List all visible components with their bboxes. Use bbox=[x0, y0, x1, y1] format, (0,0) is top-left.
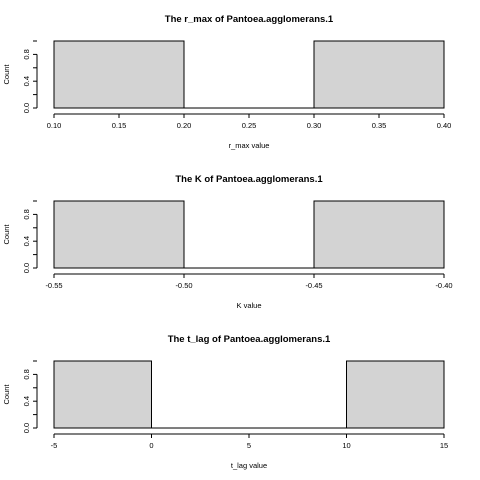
y-tick-label-0-8: 0.8 bbox=[22, 369, 31, 379]
x-tick-label-0-55: -0.55 bbox=[45, 281, 62, 290]
y-tick-label-0-8: 0.8 bbox=[22, 209, 31, 219]
x-tick-label-5: -5 bbox=[51, 441, 58, 450]
histogram-bar bbox=[314, 41, 444, 108]
y-tick-label-0-4: 0.4 bbox=[22, 76, 31, 86]
x-tick-label-0-35: 0.35 bbox=[372, 121, 387, 130]
chart-title: The r_max of Pantoea.agglomerans.1 bbox=[165, 14, 334, 25]
x-tick-label-0-25: 0.25 bbox=[242, 121, 257, 130]
chart-title: The t_lag of Pantoea.agglomerans.1 bbox=[168, 334, 331, 345]
x-tick-label-0-50: -0.50 bbox=[175, 281, 192, 290]
histogram-bar bbox=[314, 201, 444, 268]
histogram-bar bbox=[347, 361, 445, 428]
y-tick-label-0-4: 0.4 bbox=[22, 396, 31, 406]
x-tick-label-0-15: 0.15 bbox=[112, 121, 127, 130]
x-tick-label-10: 10 bbox=[342, 441, 350, 450]
histogram-bar bbox=[54, 361, 152, 428]
chart-title: The K of Pantoea.agglomerans.1 bbox=[175, 174, 323, 185]
x-axis-label: t_lag value bbox=[231, 461, 267, 470]
x-tick-label-0-40: -0.40 bbox=[435, 281, 452, 290]
y-axis-label: Count bbox=[2, 224, 11, 245]
x-axis-label: K value bbox=[236, 301, 261, 310]
x-tick-label-15: 15 bbox=[440, 441, 448, 450]
y-tick-label-0-0: 0.0 bbox=[22, 103, 31, 113]
x-tick-label-0-40: 0.40 bbox=[437, 121, 452, 130]
y-axis-label: Count bbox=[2, 64, 11, 85]
histogram-bar bbox=[54, 41, 184, 108]
x-tick-label-0-20: 0.20 bbox=[177, 121, 192, 130]
y-tick-label-0-0: 0.0 bbox=[22, 263, 31, 273]
x-tick-label-0: 0 bbox=[149, 441, 153, 450]
x-tick-label-0-10: 0.10 bbox=[47, 121, 62, 130]
x-tick-label-5: 5 bbox=[247, 441, 251, 450]
x-axis-label: r_max value bbox=[229, 141, 270, 150]
y-axis-label: Count bbox=[2, 384, 11, 405]
x-tick-label-0-45: -0.45 bbox=[305, 281, 322, 290]
y-tick-label-0-4: 0.4 bbox=[22, 236, 31, 246]
histogram-bar bbox=[54, 201, 184, 268]
x-tick-label-0-30: 0.30 bbox=[307, 121, 322, 130]
y-tick-label-0-0: 0.0 bbox=[22, 423, 31, 433]
y-tick-label-0-8: 0.8 bbox=[22, 49, 31, 59]
